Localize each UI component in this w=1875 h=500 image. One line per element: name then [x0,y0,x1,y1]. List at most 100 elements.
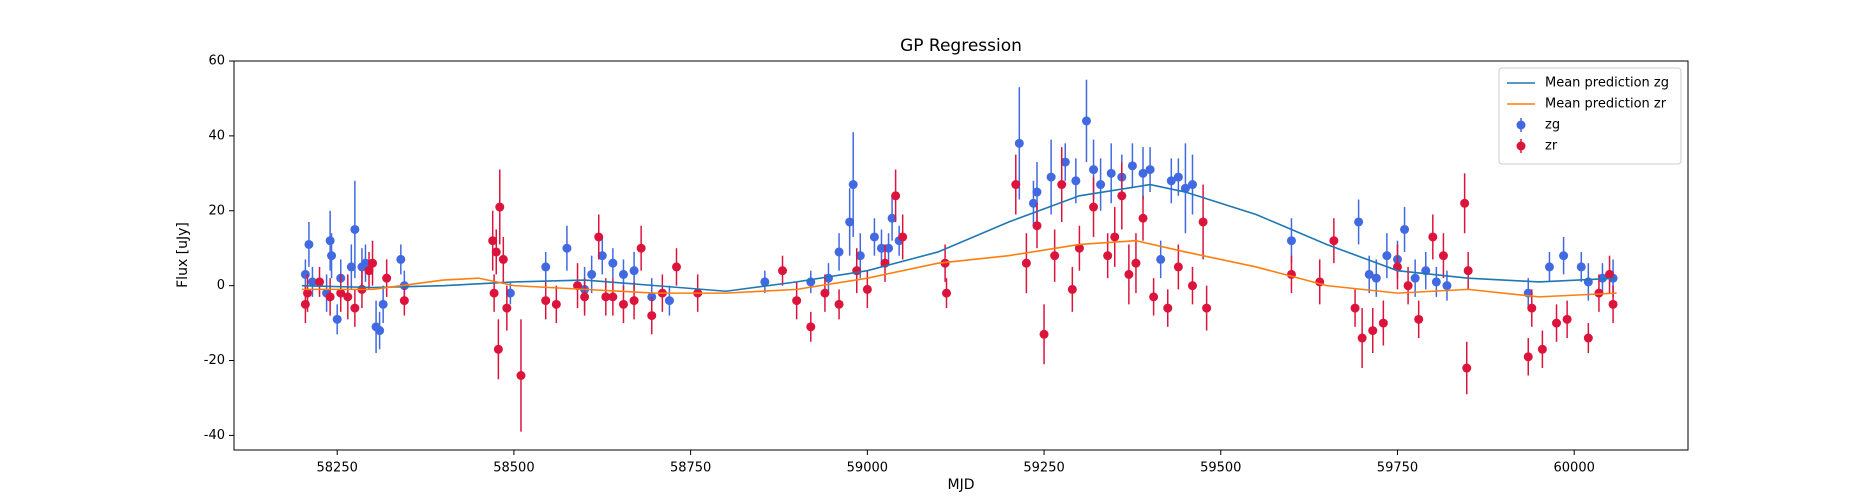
y-tick-label: 20 [208,203,225,218]
data-point [1117,191,1127,201]
plot-area [300,79,1618,432]
x-tick-label: 59000 [847,461,888,476]
data-point [516,370,526,380]
data-point [1463,266,1473,276]
data-point [1198,217,1208,227]
data-point [1173,262,1183,272]
data-point [1096,180,1106,190]
data-point [1163,303,1173,313]
data-point [1368,326,1378,336]
data-point [332,314,342,324]
data-point [608,292,618,302]
data-point [1127,161,1137,171]
data-point [489,288,499,298]
data-point [1138,213,1148,223]
data-point [618,299,628,309]
data-point [1110,232,1120,242]
legend-label: zg [1545,118,1560,133]
data-point [1039,329,1049,339]
data-point [869,232,879,242]
data-point [364,266,374,276]
data-point [350,303,360,313]
data-point [1057,180,1067,190]
data-point [1605,269,1615,279]
x-tick-label: 59750 [1377,461,1418,476]
data-point [573,281,583,291]
x-tick-label: 59250 [1023,461,1064,476]
data-point [1011,180,1021,190]
data-point [1378,318,1388,328]
data-point [1442,281,1452,291]
data-point [378,299,388,309]
x-tick-label: 60000 [1554,461,1595,476]
data-point [834,247,844,257]
data-point [1410,273,1420,283]
legend-label: Mean prediction zr [1545,97,1667,112]
data-point [1050,251,1060,261]
data-point [876,243,886,253]
data-point [1149,292,1159,302]
data-point [551,299,561,309]
data-point [1382,251,1392,261]
data-point [891,191,901,201]
data-point [1462,363,1472,373]
data-point [1350,303,1360,313]
data-point [493,344,503,354]
data-point [541,296,551,306]
data-point [647,311,657,321]
data-point [488,236,498,246]
x-tick-label: 58250 [317,461,358,476]
data-point [1060,157,1070,167]
y-axis-label: Flux [uJy] [175,222,191,288]
data-point [1583,333,1593,343]
data-point [1403,281,1413,291]
data-point [597,251,607,261]
data-point [1544,262,1554,272]
data-point [1428,232,1438,242]
data-point [1166,176,1176,186]
data-point [1145,165,1155,175]
data-point [1371,273,1381,283]
data-point [1329,236,1339,246]
data-point [1089,202,1099,212]
data-point [300,269,310,279]
data-point [399,296,409,306]
data-point [1414,314,1424,324]
x-tick-label: 59500 [1200,461,1241,476]
chart-title: GP Regression [900,36,1022,56]
mean-line [301,239,1617,298]
data-point [1138,168,1148,178]
data-point [343,292,353,302]
data-point [491,247,501,257]
data-point [1180,183,1190,193]
data-point [594,232,604,242]
data-point [1202,303,1212,313]
y-tick-label: -40 [204,428,225,443]
data-point [304,239,314,249]
data-point [1286,236,1296,246]
data-point [601,292,611,302]
legend-label: Mean prediction zg [1545,76,1669,91]
data-point [855,251,865,261]
data-point [541,262,551,272]
data-point [562,243,572,253]
data-point [1014,138,1024,148]
data-point [368,258,378,268]
data-point [350,224,360,234]
data-point [1608,299,1618,309]
data-point [1103,251,1113,261]
data-point [1067,284,1077,294]
data-point [502,303,512,313]
data-point [1124,269,1134,279]
data-point [327,251,337,261]
data-point [1431,277,1441,287]
legend-marker [1516,141,1526,151]
data-point [1523,352,1533,362]
data-point [325,236,335,246]
data-point [307,277,317,287]
legend-marker [1516,120,1526,130]
data-point [636,243,646,253]
plot-frame [233,60,1689,451]
